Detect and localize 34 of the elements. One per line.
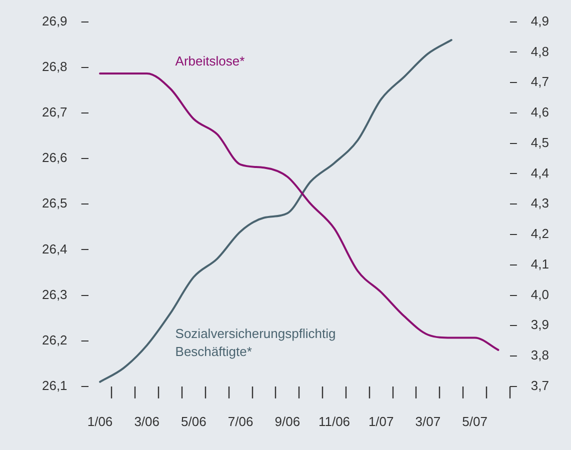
y2-tick-label: 4,6	[530, 104, 550, 120]
y2-tick-label: 4,9	[530, 13, 550, 28]
y-tick-label: 26,8	[42, 58, 68, 74]
y2-tick-label: 3,8	[530, 348, 550, 363]
y2-tick-label: 3,9	[530, 317, 550, 332]
y-tick-label: 26,2	[42, 332, 68, 348]
y2-tick-label: 4,2	[530, 226, 550, 242]
y2-tick-label: 4,7	[530, 74, 550, 90]
x-tick-label: 3/06	[134, 414, 160, 429]
y-tick-label: 26,4	[42, 241, 68, 256]
y-tick-label: 26,6	[42, 150, 68, 166]
x-tick-label: 7/06	[228, 414, 254, 429]
x-tick-label: 1/06	[87, 414, 113, 429]
y2-tick-label: 4,8	[530, 44, 550, 59]
x-tick-label: 1/07	[368, 414, 394, 429]
y-tick-label: 26,1	[42, 378, 68, 393]
y-tick-label: 26,9	[42, 13, 68, 28]
y-tick-label: 26,3	[42, 286, 68, 302]
y2-tick-label: 4,5	[530, 134, 550, 150]
y2-tick-label: 4,1	[530, 256, 550, 272]
x-tick-label: 11/06	[318, 414, 350, 429]
y2-tick-label: 4,4	[530, 165, 550, 180]
y-tick-label: 26,7	[42, 104, 68, 120]
line-series	[99, 39, 452, 383]
x-tick-label: 3/07	[415, 414, 441, 429]
series-label: Sozialversicherungspflichtig Beschäftigte*	[175, 326, 336, 359]
y2-tick-label: 3,7	[530, 378, 550, 393]
x-tick-label: 5/07	[462, 414, 488, 429]
series-label: Arbeitslose*	[175, 53, 245, 68]
x-tick-label: 9/06	[274, 414, 300, 429]
y2-tick-label: 4,0	[530, 286, 550, 302]
y2-tick-label: 4,3	[530, 196, 550, 211]
x-tick-label: 5/06	[181, 414, 206, 429]
y-tick-label: 26,5	[42, 196, 68, 211]
